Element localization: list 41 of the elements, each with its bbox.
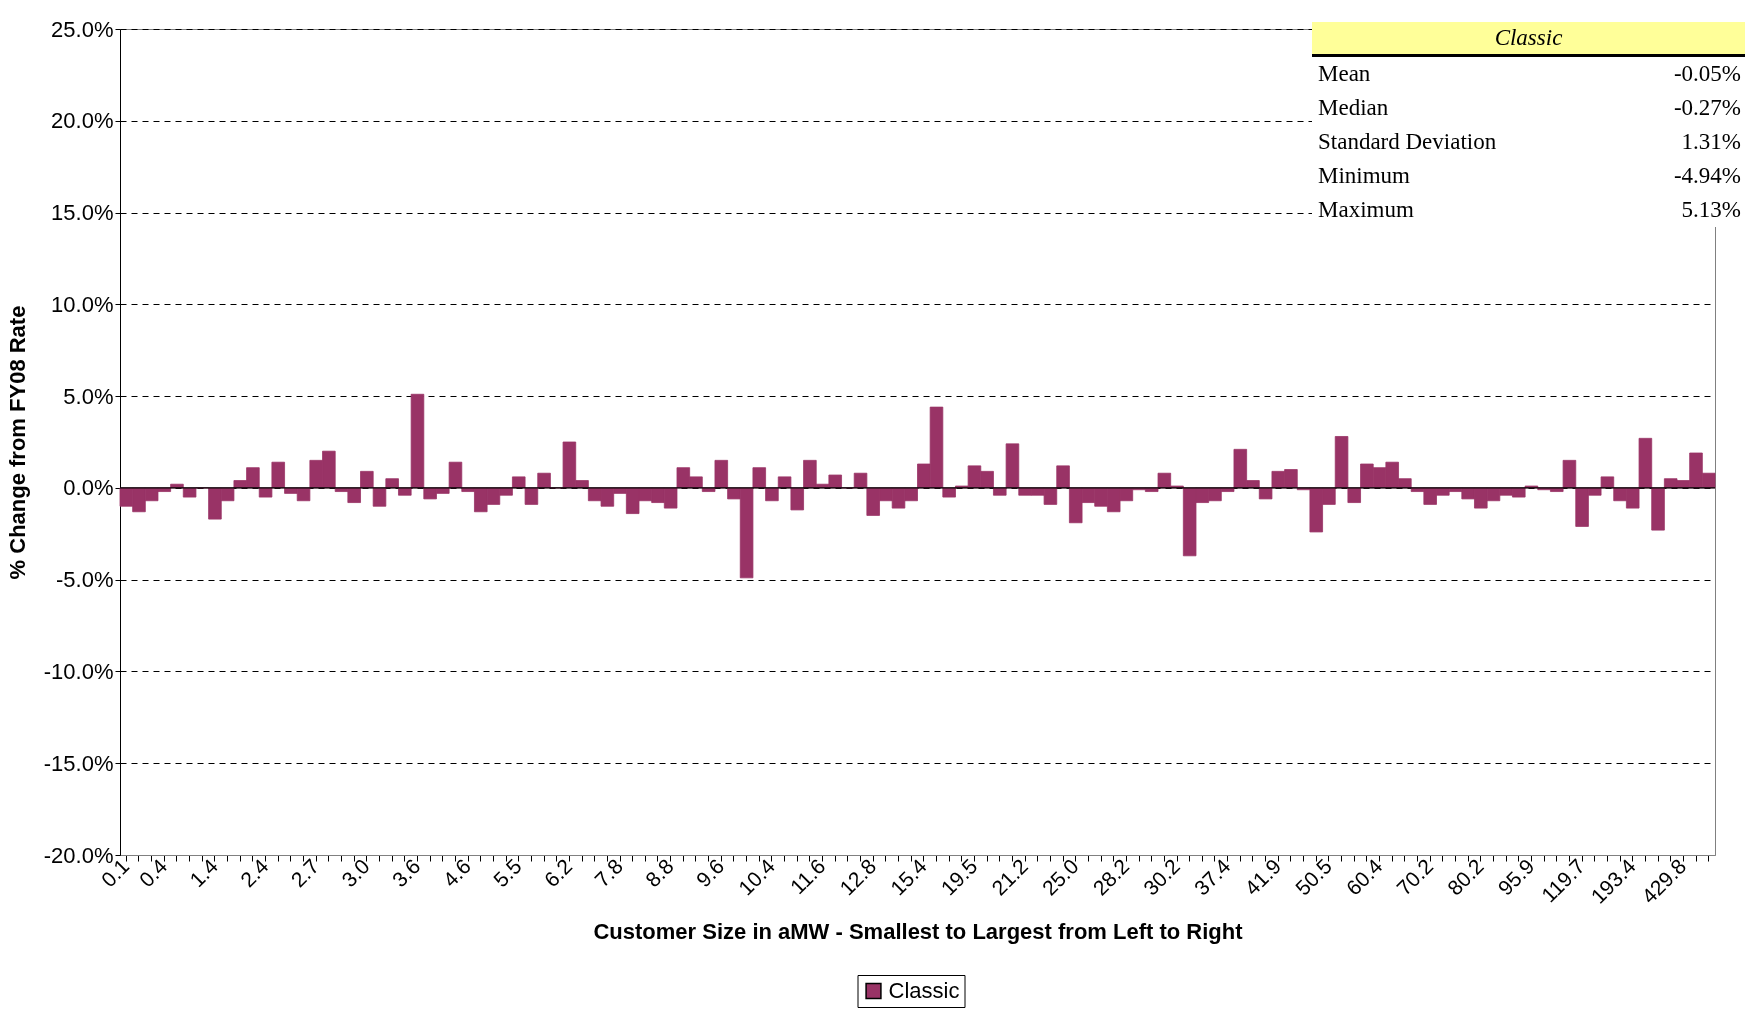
y-tick-label: 25.0% bbox=[51, 16, 114, 42]
x-tick-label: 60.4 bbox=[1341, 854, 1387, 900]
x-tick-label: 5.5 bbox=[488, 854, 526, 892]
annotation: Maximum bbox=[1318, 196, 1414, 224]
y-tick-label: -10.0% bbox=[43, 658, 114, 684]
x-axis-title: Customer Size in aMW - Smallest to Largest from Left to Right bbox=[593, 918, 1244, 944]
y-tick-label: 20.0% bbox=[51, 108, 114, 134]
x-tick-label: 70.2 bbox=[1392, 854, 1438, 900]
x-tick-label: 3.6 bbox=[387, 854, 425, 892]
y-tick-label: 5.0% bbox=[63, 383, 114, 409]
x-tick-label: 8.8 bbox=[640, 854, 678, 892]
y-tick-label: -5.0% bbox=[56, 567, 114, 593]
y-tick-label: 0.0% bbox=[63, 475, 114, 501]
x-tick-label: 3.0 bbox=[337, 854, 374, 892]
x-tick-label: 7.8 bbox=[590, 854, 628, 892]
x-tick-label: 6.2 bbox=[539, 854, 577, 892]
legend-label: Classic bbox=[888, 978, 960, 1003]
annotation: 1.31% bbox=[1681, 128, 1741, 156]
x-tick-label: 1.4 bbox=[185, 854, 223, 892]
x-tick-label: 4.6 bbox=[438, 854, 476, 892]
annotation: Standard Deviation bbox=[1318, 128, 1497, 156]
y-tick-label: 15.0% bbox=[51, 200, 114, 226]
y-tick-label: -15.0% bbox=[43, 750, 114, 776]
y-axis-title: % Change from FY08 Rate bbox=[4, 305, 30, 580]
x-tick-label: 41.9 bbox=[1240, 854, 1286, 900]
annotation: 5.13% bbox=[1681, 196, 1741, 224]
annotation: -0.05% bbox=[1673, 60, 1741, 88]
y-tick-label: -20.0% bbox=[43, 842, 114, 868]
x-tick-label: 11.6 bbox=[785, 854, 830, 899]
annotation: Classic bbox=[1312, 22, 1745, 57]
annotation: Mean bbox=[1318, 60, 1371, 88]
annotation: Median bbox=[1318, 94, 1389, 122]
annotation: -4.94% bbox=[1673, 162, 1741, 190]
annotation: Minimum bbox=[1318, 162, 1411, 190]
annotation: -0.27% bbox=[1673, 94, 1741, 122]
x-tick-label: 0.4 bbox=[134, 854, 172, 892]
y-tick-label: 10.0% bbox=[51, 291, 114, 317]
x-tick-label: 9.6 bbox=[691, 854, 729, 892]
x-tick-label: 2.4 bbox=[235, 854, 273, 892]
x-tick-label: 95.9 bbox=[1493, 854, 1539, 900]
x-tick-label: 2.7 bbox=[286, 854, 324, 892]
